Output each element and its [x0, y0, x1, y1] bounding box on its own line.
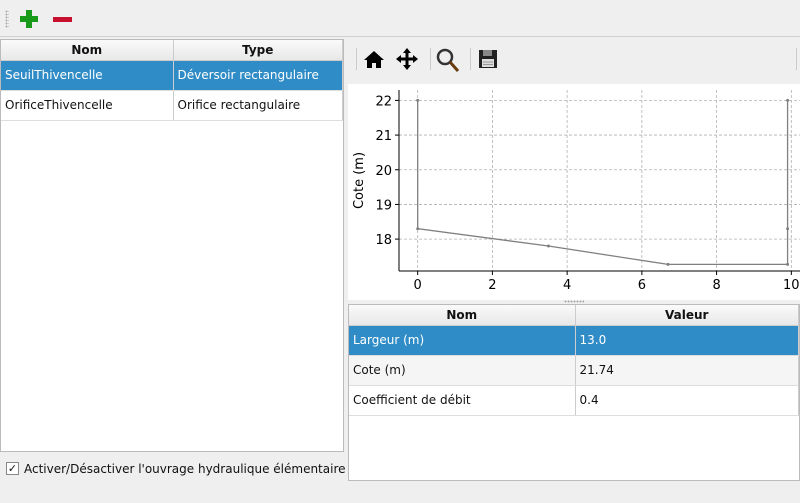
x-tick-label: 6: [638, 278, 646, 293]
cell-valeur[interactable]: 13.0: [575, 325, 799, 356]
toolbar-grip[interactable]: [5, 10, 9, 28]
table-row[interactable]: Cote (m) 21.74: [349, 355, 799, 386]
cell-nom[interactable]: Coefficient de débit: [349, 385, 576, 416]
check-mark-icon: ✓: [7, 462, 18, 475]
cell-type[interactable]: Déversoir rectangulaire: [173, 60, 343, 91]
column-header-nom[interactable]: Nom: [349, 305, 576, 326]
column-header-type[interactable]: Type: [173, 40, 343, 61]
column-header-nom[interactable]: Nom: [1, 40, 174, 61]
data-point: [666, 262, 670, 266]
y-tick-label: 19: [375, 198, 392, 213]
x-tick-label: 10: [783, 278, 800, 293]
table-row[interactable]: OrificeThivencelle Orifice rectangulaire: [1, 90, 343, 121]
enable-checkbox[interactable]: ✓: [6, 462, 19, 475]
y-axis-label: Cote (m): [352, 152, 367, 209]
splitter-handle[interactable]: [564, 300, 584, 303]
x-tick-label: 2: [488, 278, 496, 293]
separator: [470, 48, 471, 70]
y-tick-label: 18: [375, 233, 392, 248]
structures-table: Nom Type SeuilThivencelle Déversoir rectan…: [0, 39, 344, 452]
minus-icon: [53, 17, 72, 22]
cell-type[interactable]: Orifice rectangulaire: [173, 90, 343, 121]
data-point: [416, 227, 420, 231]
profile-line: [417, 100, 789, 266]
data-point: [786, 227, 790, 231]
y-tick-label: 21: [375, 129, 392, 144]
x-tick-label: 0: [414, 278, 422, 293]
data-point: [416, 98, 420, 102]
cell-valeur[interactable]: 21.74: [575, 355, 799, 386]
home-button[interactable]: [362, 47, 386, 71]
zoom-icon: [436, 48, 460, 72]
profile-chart: 0 2 4 6 8 10 18 19 20 21 22 Cote (m): [348, 84, 800, 300]
cell-nom[interactable]: SeuilThivencelle: [1, 60, 174, 91]
cell-nom[interactable]: Cote (m): [349, 355, 576, 386]
separator: [430, 48, 431, 70]
cell-nom[interactable]: OrificeThivencelle: [1, 90, 174, 121]
save-icon: [479, 50, 497, 68]
cell-nom[interactable]: Largeur (m): [349, 325, 576, 356]
separator: [356, 48, 357, 70]
table-row[interactable]: Coefficient de débit 0.4: [349, 385, 799, 416]
remove-button[interactable]: [50, 7, 74, 31]
zoom-button[interactable]: [434, 46, 462, 74]
x-tick-label: 4: [563, 278, 571, 293]
plot-toolbar: [348, 42, 800, 76]
enable-checkbox-label[interactable]: Activer/Désactiver l'ouvrage hydraulique…: [24, 462, 346, 476]
data-point: [786, 98, 790, 102]
separator: [796, 48, 797, 70]
pan-icon: [396, 48, 418, 70]
pan-button[interactable]: [394, 46, 420, 72]
table-row[interactable]: Largeur (m) 13.0: [349, 325, 799, 356]
x-tick-label: 8: [712, 278, 720, 293]
data-point: [786, 262, 790, 266]
y-tick-label: 20: [375, 164, 392, 179]
table-row[interactable]: SeuilThivencelle Déversoir rectangulaire: [1, 60, 343, 91]
home-icon: [364, 51, 384, 68]
data-point: [546, 244, 550, 248]
main-toolbar: [0, 0, 800, 37]
save-button[interactable]: [476, 47, 500, 71]
y-tick-label: 22: [375, 94, 392, 109]
plus-icon: [20, 10, 38, 28]
column-header-valeur[interactable]: Valeur: [575, 305, 799, 326]
add-button[interactable]: [17, 7, 41, 31]
parameters-table: Nom Valeur Largeur (m) 13.0 Cote (m) 21.74 …: [348, 304, 800, 481]
cell-valeur[interactable]: 0.4: [575, 385, 799, 416]
